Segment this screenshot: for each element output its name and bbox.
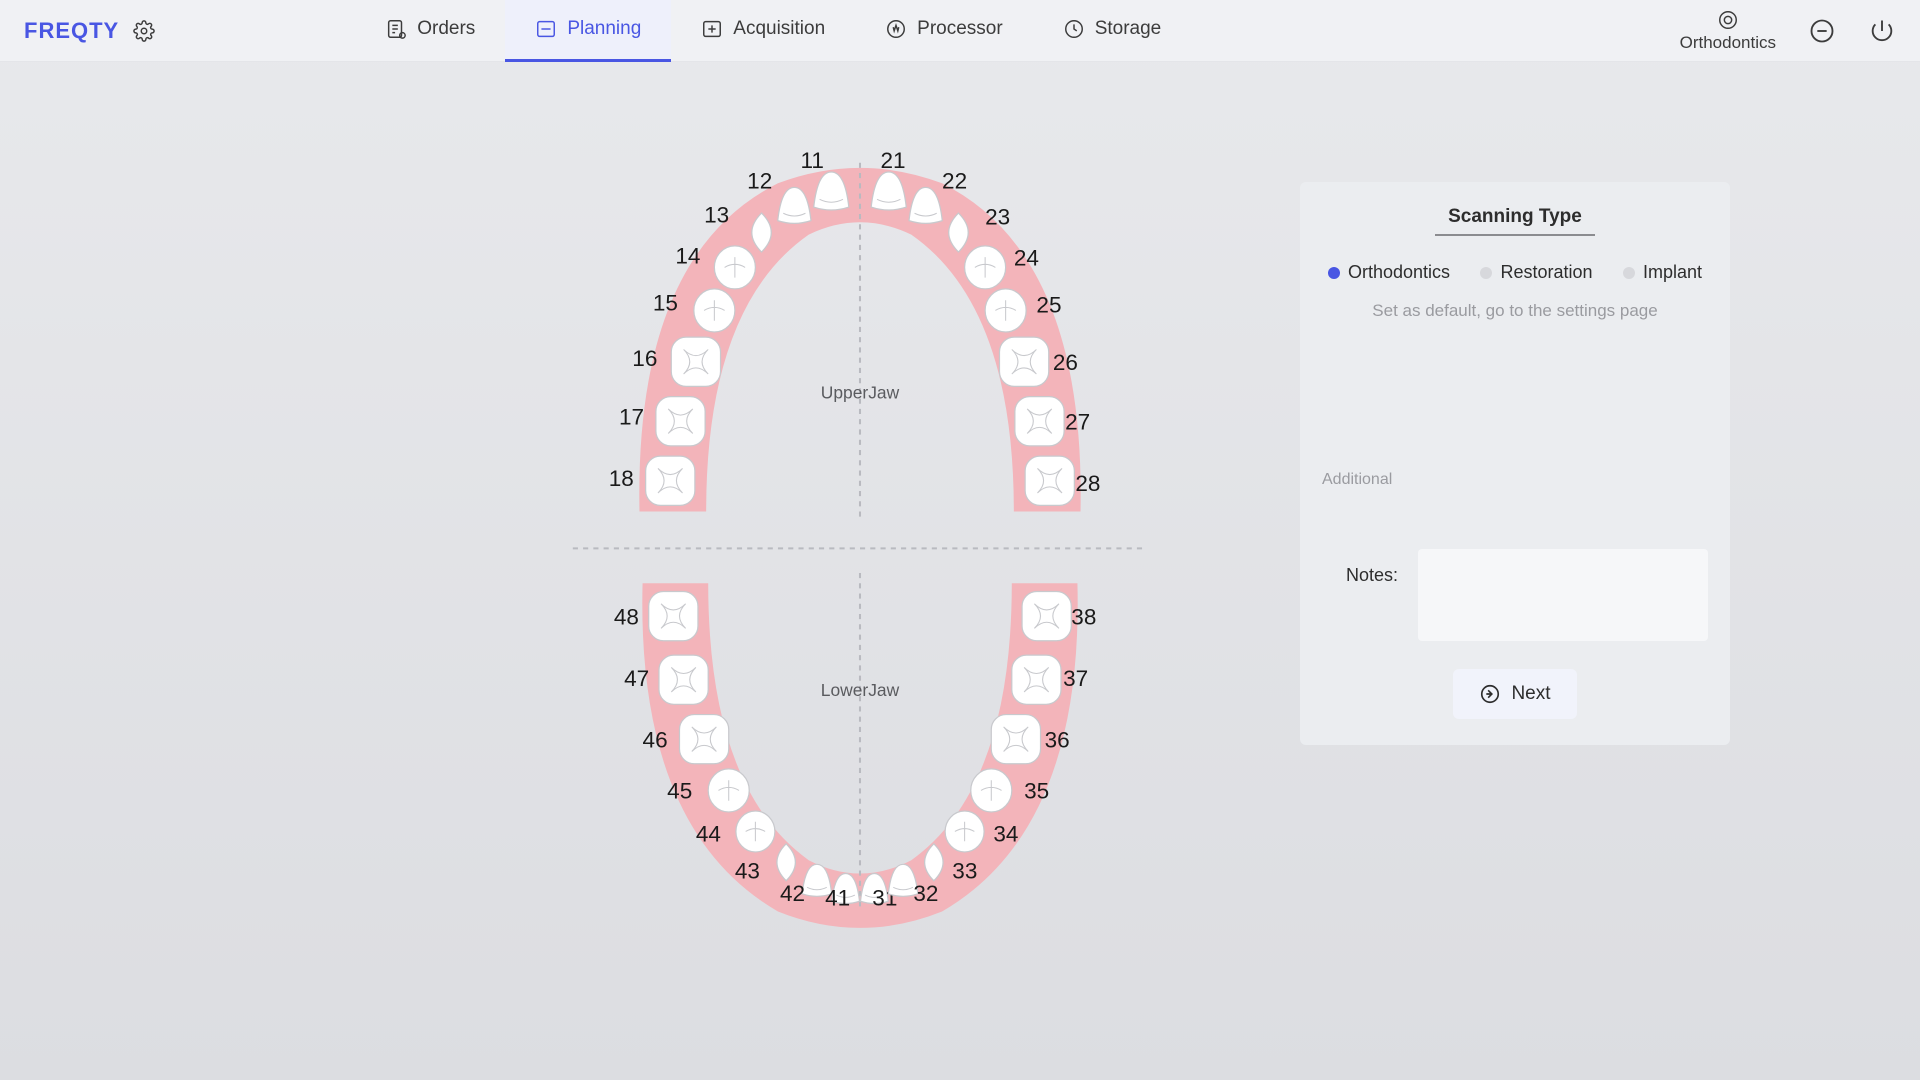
- tooth-16[interactable]: 16: [632, 337, 720, 386]
- additional-label: Additional: [1322, 471, 1708, 489]
- radio-dot-icon: [1480, 267, 1492, 279]
- svg-text:24: 24: [1014, 245, 1039, 270]
- settings-icon[interactable]: [133, 20, 155, 42]
- nav: Orders Planning Acquisition Processor St…: [355, 0, 1191, 62]
- svg-text:37: 37: [1063, 666, 1088, 691]
- tooth-47[interactable]: 47: [624, 655, 708, 704]
- svg-text:UpperJaw: UpperJaw: [821, 383, 900, 403]
- svg-text:35: 35: [1024, 779, 1049, 804]
- option-orthodontics[interactable]: Orthodontics: [1328, 262, 1450, 283]
- stage: UpperJaw LowerJaw 18 17 16 15 1413 12 11 21 22 2324…: [0, 62, 1920, 1080]
- svg-text:44: 44: [696, 822, 721, 847]
- nav-orders[interactable]: Orders: [355, 0, 505, 62]
- mode-button[interactable]: Orthodontics: [1680, 9, 1776, 53]
- power-icon[interactable]: [1868, 17, 1896, 45]
- radio-dot-icon: [1623, 267, 1635, 279]
- radio-dot-icon: [1328, 267, 1340, 279]
- next-button-label: Next: [1511, 683, 1550, 705]
- svg-text:LowerJaw: LowerJaw: [821, 680, 900, 700]
- tooth-28[interactable]: 28: [1025, 456, 1100, 505]
- svg-text:15: 15: [653, 290, 678, 315]
- topbar-right: Orthodontics: [1680, 9, 1896, 53]
- nav-processor-label: Processor: [917, 18, 1003, 40]
- svg-text:12: 12: [747, 168, 772, 193]
- default-hint[interactable]: Set as default, go to the settings page: [1322, 301, 1708, 321]
- svg-text:34: 34: [993, 822, 1018, 847]
- svg-text:13: 13: [704, 202, 729, 227]
- svg-text:17: 17: [619, 404, 644, 429]
- svg-text:48: 48: [614, 604, 639, 629]
- notes-label: Notes:: [1322, 549, 1398, 586]
- svg-text:22: 22: [942, 168, 967, 193]
- nav-acquisition[interactable]: Acquisition: [671, 0, 855, 62]
- panel-title: Scanning Type: [1435, 206, 1595, 236]
- arrow-right-circle-icon: [1479, 683, 1501, 705]
- option-implant-label: Implant: [1643, 262, 1702, 283]
- option-orthodontics-label: Orthodontics: [1348, 262, 1450, 283]
- option-restoration-label: Restoration: [1500, 262, 1592, 283]
- svg-text:32: 32: [913, 881, 938, 906]
- tooth-27[interactable]: 27: [1015, 397, 1090, 446]
- svg-text:46: 46: [643, 727, 668, 752]
- svg-text:23: 23: [985, 204, 1010, 229]
- svg-text:36: 36: [1045, 727, 1070, 752]
- nav-storage-label: Storage: [1095, 18, 1162, 40]
- nav-planning[interactable]: Planning: [505, 0, 671, 62]
- tooth-48[interactable]: 48: [614, 591, 698, 640]
- svg-text:11: 11: [801, 148, 824, 173]
- svg-text:16: 16: [632, 346, 657, 371]
- svg-text:38: 38: [1071, 604, 1096, 629]
- svg-text:26: 26: [1053, 350, 1078, 375]
- svg-text:33: 33: [952, 859, 977, 884]
- svg-text:14: 14: [675, 243, 700, 268]
- nav-planning-label: Planning: [567, 18, 641, 40]
- nav-orders-label: Orders: [417, 18, 475, 40]
- option-restoration[interactable]: Restoration: [1480, 262, 1592, 283]
- nav-acquisition-label: Acquisition: [733, 18, 825, 40]
- svg-text:42: 42: [780, 881, 805, 906]
- svg-text:18: 18: [609, 466, 634, 491]
- svg-text:25: 25: [1036, 293, 1061, 318]
- minimize-icon[interactable]: [1808, 17, 1836, 45]
- tooth-38[interactable]: 38: [1022, 591, 1096, 640]
- nav-storage[interactable]: Storage: [1033, 0, 1192, 62]
- svg-text:41: 41: [825, 885, 850, 910]
- brand-logo: FREQTY: [24, 18, 119, 44]
- scanning-type-options: Orthodontics Restoration Implant: [1322, 262, 1708, 283]
- nav-processor[interactable]: Processor: [855, 0, 1033, 62]
- mode-icon: [1717, 9, 1739, 31]
- svg-text:47: 47: [624, 666, 649, 691]
- mode-label: Orthodontics: [1680, 33, 1776, 53]
- dental-chart: UpperJaw LowerJaw 18 17 16 15 1413 12 11 21 22 2324…: [570, 132, 1150, 932]
- option-implant[interactable]: Implant: [1623, 262, 1702, 283]
- svg-text:28: 28: [1075, 471, 1100, 496]
- tooth-37[interactable]: 37: [1012, 655, 1088, 704]
- notes-input[interactable]: [1418, 549, 1708, 641]
- tooth-18[interactable]: 18: [609, 456, 695, 505]
- svg-text:21: 21: [881, 148, 906, 173]
- side-panel: Scanning Type Orthodontics Restoration I…: [1300, 182, 1730, 745]
- notes-row: Notes:: [1322, 549, 1708, 641]
- svg-text:45: 45: [667, 779, 692, 804]
- tooth-17[interactable]: 17: [619, 397, 705, 446]
- svg-text:43: 43: [735, 859, 760, 884]
- top-bar: FREQTY Orders Planning Acquisition Proce…: [0, 0, 1920, 62]
- svg-text:27: 27: [1065, 409, 1090, 434]
- next-button[interactable]: Next: [1453, 669, 1576, 719]
